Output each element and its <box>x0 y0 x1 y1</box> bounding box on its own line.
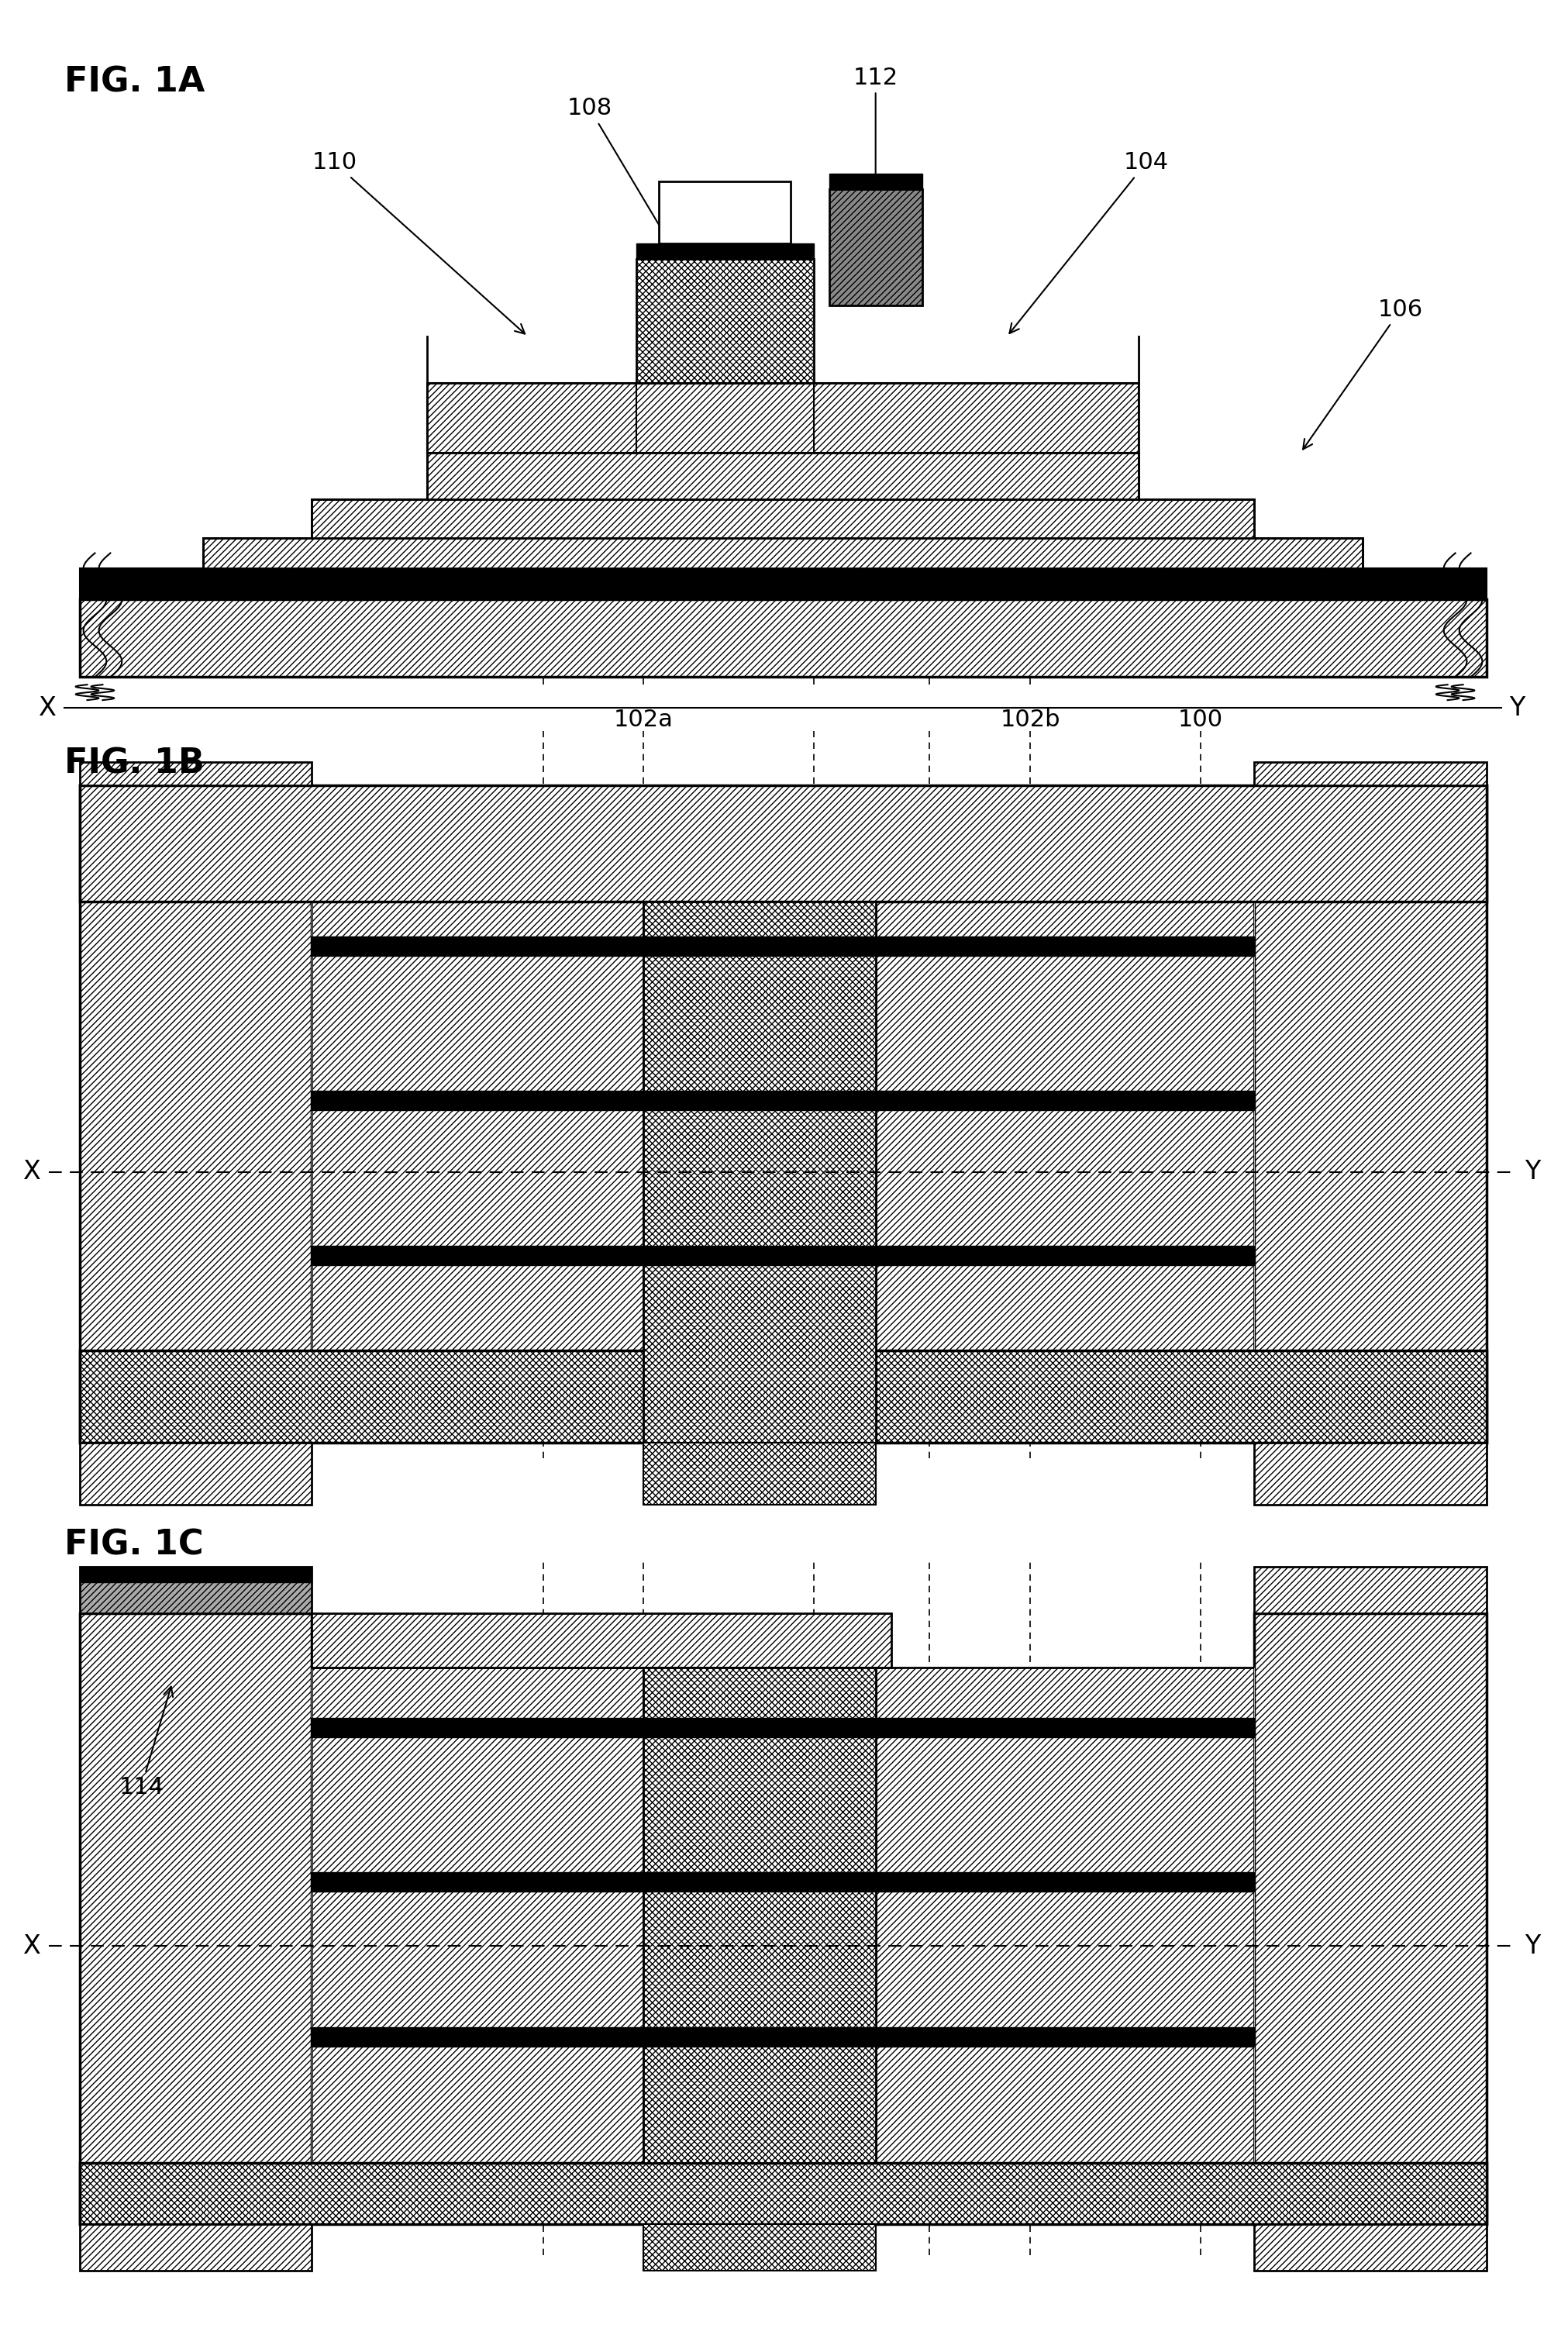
Text: X: X <box>39 696 56 722</box>
Text: FIG. 1A: FIG. 1A <box>64 65 204 98</box>
Bar <box>80 2225 312 2272</box>
Bar <box>637 383 814 453</box>
Text: 114: 114 <box>119 1686 172 1798</box>
Bar <box>644 2225 875 2272</box>
Bar <box>312 2027 1254 2045</box>
Bar <box>1254 785 1486 1443</box>
Bar <box>829 173 922 189</box>
Bar <box>312 1719 1254 1737</box>
Bar <box>312 936 1254 955</box>
Bar <box>814 383 1138 453</box>
Text: 102b: 102b <box>1000 708 1060 731</box>
Bar <box>829 189 922 306</box>
Text: FIG. 1B: FIG. 1B <box>64 747 204 780</box>
Text: X: X <box>24 1933 41 1959</box>
Text: 100: 100 <box>1178 708 1223 731</box>
Text: 112: 112 <box>853 65 898 217</box>
Bar <box>80 1567 312 1613</box>
Bar <box>312 1873 1254 1891</box>
Text: 104: 104 <box>1010 152 1168 334</box>
Bar <box>80 570 1486 600</box>
Bar <box>644 1443 875 1504</box>
Bar <box>80 1443 312 1504</box>
Bar <box>637 243 814 259</box>
Bar <box>659 182 790 243</box>
Text: Y: Y <box>1510 696 1526 722</box>
Bar <box>637 371 814 383</box>
Bar <box>80 1350 1486 1443</box>
Bar <box>312 1090 1254 1109</box>
Text: Y: Y <box>1526 1160 1541 1184</box>
Text: 102a: 102a <box>615 708 674 731</box>
Bar <box>1254 2225 1486 2272</box>
Bar <box>80 1567 312 1583</box>
Bar <box>204 537 1363 570</box>
Text: X: X <box>24 1160 41 1184</box>
Bar <box>644 1667 875 2162</box>
Bar <box>1254 1567 1486 1613</box>
Bar <box>312 1613 891 1667</box>
Text: FIG. 1C: FIG. 1C <box>64 1527 204 1562</box>
Bar <box>875 1667 1254 2162</box>
Bar <box>80 600 1486 677</box>
Bar <box>80 2162 1486 2225</box>
Bar <box>426 453 1138 500</box>
Bar <box>644 901 875 1443</box>
Text: 108: 108 <box>568 98 696 287</box>
Text: 110: 110 <box>312 152 525 334</box>
Bar <box>1254 761 1486 785</box>
Bar <box>426 383 637 453</box>
Bar <box>312 901 644 1443</box>
Bar <box>637 259 814 383</box>
Bar <box>80 1613 312 2225</box>
Bar <box>80 761 312 785</box>
Bar <box>312 500 1254 537</box>
Bar <box>80 785 312 1443</box>
Bar <box>312 1667 644 2162</box>
Text: Y: Y <box>1526 1933 1541 1959</box>
Bar <box>875 901 1254 1443</box>
Bar <box>312 1245 1254 1266</box>
Bar <box>1254 1613 1486 2225</box>
Bar <box>1254 1443 1486 1504</box>
Bar <box>80 785 1486 901</box>
Text: 106: 106 <box>1303 299 1424 448</box>
